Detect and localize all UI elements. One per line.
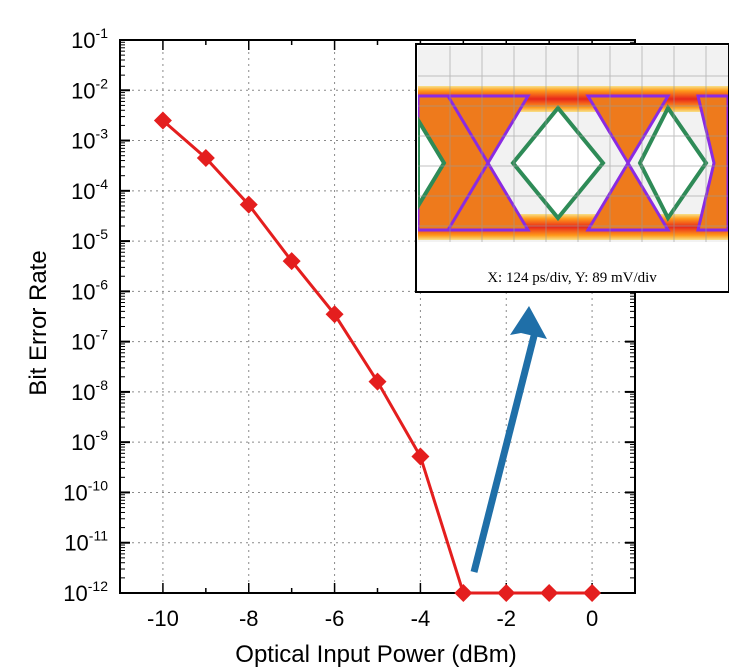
y-tick-base: 10 [64,531,88,556]
y-tick-exponent: -5 [96,226,109,242]
y-tick-label: 10-3 [71,126,108,154]
y-tick-exponent: -10 [88,477,108,493]
arrow-head [510,306,547,339]
y-tick-label: 10-4 [71,176,108,204]
y-tick-base: 10 [71,78,95,103]
x-tick-label: -10 [147,606,179,631]
y-tick-exponent: -11 [89,528,108,544]
inset-caption: X: 124 ps/div, Y: 89 mV/div [487,270,657,286]
x-tick-label: 0 [586,606,598,631]
ber-series [153,111,602,602]
data-point-marker [411,447,430,466]
x-tick-label: -8 [239,606,259,631]
data-point-marker [196,148,215,167]
y-tick-base: 10 [71,179,95,204]
y-tick-base: 10 [71,380,95,405]
y-tick-exponent: -2 [96,75,109,91]
y-tick-base: 10 [71,279,95,304]
data-point-marker [368,372,387,391]
arrow-shaft [470,331,539,573]
y-tick-label: 10-5 [71,226,108,254]
y-tick-base: 10 [71,229,95,254]
y-tick-label: 10-7 [71,327,108,355]
inset-arrow [470,306,547,573]
y-tick-base: 10 [63,480,87,505]
y-tick-exponent: -4 [96,176,109,192]
data-point-marker [583,584,602,602]
data-point-marker [153,111,172,130]
x-tick-labels: -10 -8 -6 -4 -2 0 [147,606,598,631]
data-point-marker [282,252,301,271]
y-tick-label: 10-2 [71,75,108,103]
y-tick-base: 10 [71,28,95,53]
eye-opening-left [418,116,447,210]
y-tick-label: 10-1 [71,25,108,53]
y-tick-base: 10 [71,330,95,355]
y-tick-exponent: -6 [96,276,109,292]
y-tick-exponent: -3 [96,126,109,142]
data-point-marker [325,305,344,324]
y-tick-exponent: -1 [96,25,109,41]
x-axis-title: Optical Input Power (dBm) [235,641,516,668]
y-tick-label: 10-12 [63,578,108,606]
y-tick-label: 10-8 [71,377,108,405]
eye-diagram-inset: X: 124 ps/div, Y: 89 mV/div [415,43,729,293]
y-tick-exponent: -12 [88,578,108,594]
y-axis-title: Bit Error Rate [25,250,52,395]
x-tick-label: -6 [325,606,345,631]
y-tick-exponent: -8 [96,377,109,393]
y-tick-label: 10-9 [71,427,108,455]
data-point-marker [497,584,516,602]
y-tick-exponent: -9 [96,427,109,443]
data-point-marker [239,195,258,214]
y-tick-base: 10 [71,430,95,455]
y-tick-label: 10-6 [71,276,108,304]
y-tick-labels: 10-110-210-310-410-510-610-710-810-910-1… [63,25,108,606]
data-point-marker [454,584,473,602]
y-tick-exponent: -7 [96,327,109,343]
y-tick-base: 10 [63,581,87,606]
y-tick-label: 10-10 [63,477,108,505]
y-tick-base: 10 [71,129,95,154]
x-tick-label: -2 [496,606,516,631]
y-tick-label: 10-11 [64,528,108,556]
x-tick-label: -4 [411,606,431,631]
plot-frame [119,39,636,594]
data-point-marker [540,584,559,602]
